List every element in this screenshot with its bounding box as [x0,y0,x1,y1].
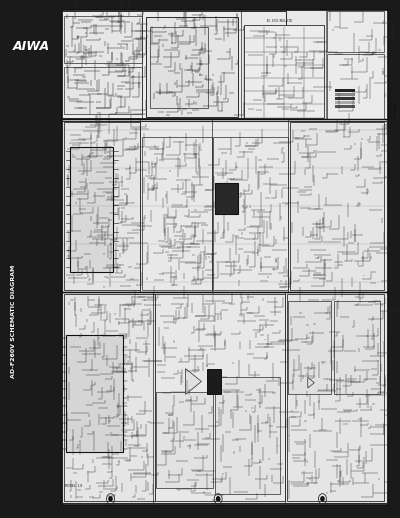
Bar [290,122,384,290]
Bar [62,10,388,505]
Bar [334,301,380,394]
Bar [336,97,355,100]
Bar [215,378,280,494]
Bar [62,121,387,292]
Bar [336,101,355,104]
Text: AIWA: AIWA [13,40,50,53]
Text: EC, ECO, REG, LTD: EC, ECO, REG, LTD [265,19,292,23]
Circle shape [321,497,324,501]
Bar [207,369,221,394]
Circle shape [216,497,220,501]
Bar [64,67,142,114]
Bar [336,105,355,108]
Polygon shape [186,368,202,394]
Bar [62,292,387,503]
Bar [215,183,238,214]
Bar [150,27,208,108]
Bar [142,137,212,290]
Bar [64,294,155,501]
Bar [288,301,331,394]
Bar [336,89,355,92]
Bar [156,392,213,488]
Bar [327,11,384,52]
Bar [146,17,238,117]
Bar [244,25,324,118]
Bar [154,294,285,501]
Text: MODEL: 1.8: MODEL: 1.8 [65,484,82,488]
Bar [336,93,355,96]
Bar [66,335,124,452]
Circle shape [109,497,112,501]
Bar [213,137,288,290]
Bar [286,294,384,501]
Polygon shape [308,378,314,388]
Bar [64,122,140,290]
Bar [62,11,286,118]
Text: AD-F260V SCHEMATIC DIAGRAM: AD-F260V SCHEMATIC DIAGRAM [12,265,16,378]
Text: EC ECO REG
SCHEMATIC: EC ECO REG SCHEMATIC [390,101,398,118]
Bar [327,54,384,119]
Bar [70,147,113,271]
Bar [64,16,142,63]
